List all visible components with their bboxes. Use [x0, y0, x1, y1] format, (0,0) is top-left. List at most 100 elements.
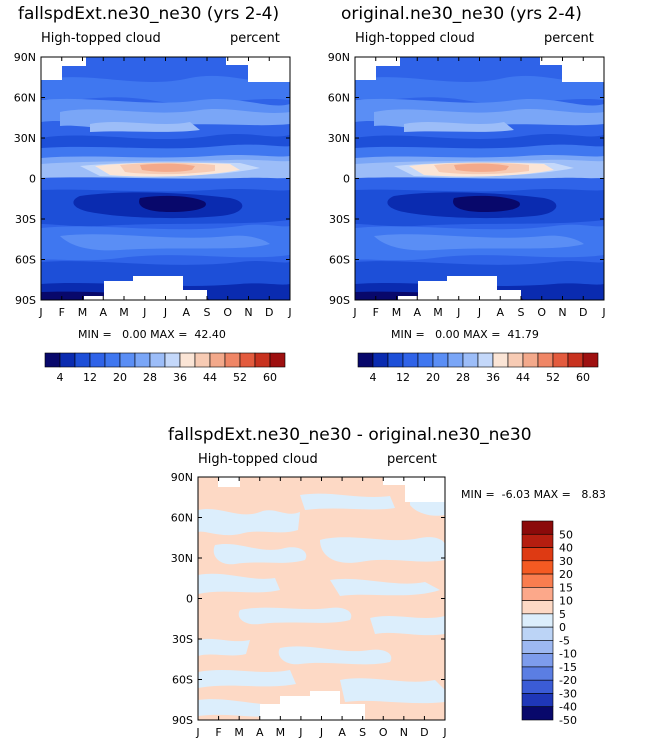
diff-colorbar-swatch	[521, 666, 554, 681]
x-tick-label: F	[59, 306, 65, 319]
colorbar-label: 36	[173, 371, 187, 384]
x-tick-label: J	[477, 306, 481, 319]
colorbar-swatch	[387, 352, 404, 368]
y-tick-label: 0	[29, 173, 36, 186]
diff-colorbar-label: 40	[559, 542, 573, 555]
diff-colorbar-swatch	[521, 587, 554, 601]
diff-colorbar-swatch	[521, 613, 554, 628]
colorbar-swatch	[269, 352, 286, 368]
colorbar-swatch	[104, 352, 121, 368]
colorbar-label: 52	[546, 371, 560, 384]
y-tick-label: 90N	[171, 471, 193, 484]
y-tick-label: 90N	[14, 51, 36, 64]
x-tick-label: A	[256, 726, 264, 739]
x-tick-label: M	[78, 306, 88, 319]
colorbar-swatch	[552, 352, 569, 368]
colorbar-swatch	[224, 352, 241, 368]
panel1-left-label: High-topped cloud	[41, 31, 161, 46]
y-tick-label: 90S	[172, 714, 193, 727]
colorbar-swatch	[462, 352, 479, 368]
colorbar-label: 44	[516, 371, 530, 384]
panel1-map	[41, 57, 290, 300]
y-tick-label: 60N	[328, 92, 350, 105]
colorbar-swatch	[567, 352, 584, 368]
diff-colorbar-swatch	[521, 600, 554, 615]
y-tick-label: 60S	[15, 254, 36, 267]
y-tick-label: 60S	[172, 674, 193, 687]
diff-colorbar-label: -40	[559, 701, 577, 714]
y-tick-label: 60N	[171, 512, 193, 525]
diff-colorbar-label: -50	[559, 714, 577, 727]
colorbar-swatch	[432, 352, 449, 368]
panel2-right-label: percent	[544, 31, 594, 46]
colorbar-label: 20	[113, 371, 127, 384]
y-tick-label: 30S	[329, 213, 350, 226]
panel2-stats: MIN = 0.00 MAX = 41.79	[391, 328, 539, 341]
colorbar-label: 28	[456, 371, 470, 384]
diff-colorbar-label: 5	[559, 608, 566, 621]
x-tick-label: J	[442, 726, 446, 739]
colorbar-label: 20	[426, 371, 440, 384]
colorbar-swatch	[402, 352, 419, 368]
colorbar-swatch	[522, 352, 539, 368]
x-tick-label: S	[518, 306, 525, 319]
colorbar-swatch	[507, 352, 524, 368]
x-tick-label: D	[265, 306, 273, 319]
x-tick-label: D	[579, 306, 587, 319]
x-tick-label: A	[338, 726, 346, 739]
colorbar-swatch	[357, 352, 374, 368]
colorbar-label: 4	[370, 371, 377, 384]
x-tick-label: F	[215, 726, 221, 739]
colorbar-swatch	[254, 352, 271, 368]
x-tick-label: M	[276, 726, 286, 739]
y-tick-label: 0	[186, 593, 193, 606]
colorbar-swatch	[149, 352, 166, 368]
x-tick-label: J	[142, 306, 146, 319]
x-tick-label: J	[38, 306, 42, 319]
x-tick-label: J	[319, 726, 323, 739]
diff-map	[198, 477, 445, 720]
x-tick-label: N	[558, 306, 566, 319]
panel1-right-label: percent	[230, 31, 280, 46]
x-tick-label: A	[496, 306, 504, 319]
colorbar-label: 52	[233, 371, 247, 384]
colorbar-label: 44	[203, 371, 217, 384]
x-tick-label: N	[244, 306, 252, 319]
colorbar-swatch	[44, 352, 61, 368]
colorbar-swatch	[74, 352, 91, 368]
panel2-map	[355, 57, 604, 300]
colorbar-swatch	[134, 352, 151, 368]
y-tick-label: 30S	[172, 633, 193, 646]
diff-colorbar-swatch	[521, 706, 554, 721]
y-tick-label: 60N	[14, 92, 36, 105]
diff-colorbar-label: 0	[559, 621, 566, 634]
diff-colorbar-label: 10	[559, 595, 573, 608]
y-tick-label: 90N	[328, 51, 350, 64]
y-tick-label: 30N	[328, 132, 350, 145]
diff-colorbar-label: -10	[559, 648, 577, 661]
y-tick-label: 30N	[171, 552, 193, 565]
diff-right-label: percent	[387, 452, 437, 467]
diff-colorbar-swatch	[521, 533, 554, 548]
x-tick-label: O	[223, 306, 232, 319]
diff-colorbar-label: -15	[559, 661, 577, 674]
panel2-left-label: High-topped cloud	[355, 31, 475, 46]
diff-colorbar-swatch	[521, 560, 554, 575]
diff-colorbar-swatch	[521, 573, 554, 588]
diff-colorbar-swatch	[521, 679, 554, 694]
colorbar-label: 60	[576, 371, 590, 384]
diff-title: fallspdExt.ne30_ne30 - original.ne30_ne3…	[168, 425, 532, 445]
panel1-title: fallspdExt.ne30_ne30 (yrs 2-4)	[18, 4, 280, 24]
x-tick-label: O	[379, 726, 388, 739]
colorbar-swatch	[119, 352, 136, 368]
x-tick-label: F	[373, 306, 379, 319]
colorbar-swatch	[209, 352, 226, 368]
x-tick-label: A	[99, 306, 107, 319]
diff-colorbar-label: -5	[559, 634, 570, 647]
colorbars: 4 12 20 28 36 44 52 60 4 12 20 28 36 44 52 605040302015…	[44, 352, 599, 727]
colorbar-label: 12	[396, 371, 410, 384]
x-tick-label: N	[400, 726, 408, 739]
colorbar-swatch	[179, 352, 196, 368]
diff-colorbar-label: 30	[559, 555, 573, 568]
